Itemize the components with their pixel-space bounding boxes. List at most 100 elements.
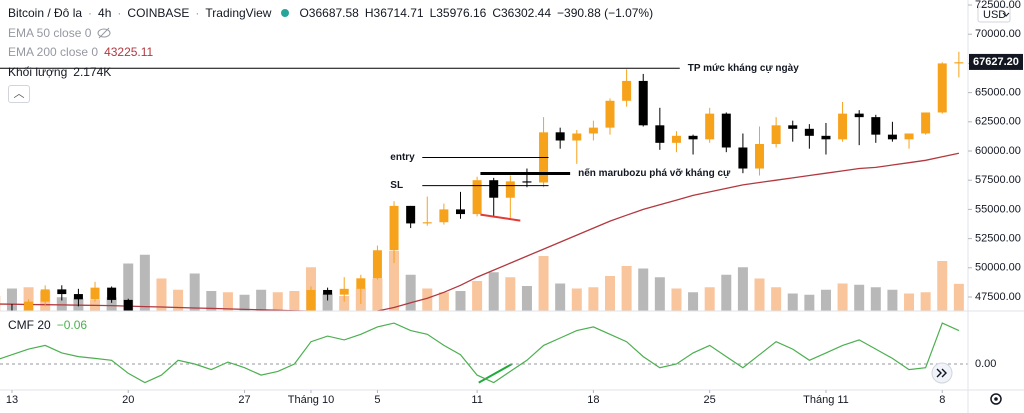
candle-body xyxy=(290,340,299,367)
scroll-circle[interactable] xyxy=(931,362,953,384)
candle-body xyxy=(389,205,399,251)
cmf-name[interactable]: CMF 20 xyxy=(8,318,51,332)
candle-body xyxy=(356,278,366,289)
candle-body xyxy=(190,327,199,352)
y-tick-label: 47500.00 xyxy=(975,291,1021,303)
volume-bar xyxy=(405,274,416,311)
volume-bar xyxy=(804,294,815,311)
cmf-pane xyxy=(0,322,968,384)
candle-body xyxy=(854,113,864,118)
currency[interactable]: USD xyxy=(983,9,1006,21)
candle-body xyxy=(24,301,34,311)
candle-body xyxy=(788,125,798,129)
last-price-label: 67627.20 xyxy=(973,56,1019,68)
volume-bar xyxy=(505,277,516,311)
cmf-legend: CMF 20 −0.06 xyxy=(8,318,87,332)
candle-body xyxy=(688,135,698,140)
x-tick-label: 13 xyxy=(6,394,18,406)
volume-bar xyxy=(272,292,283,311)
ohlc-open: O36687.58 xyxy=(299,6,359,20)
currency-button[interactable]: USD xyxy=(977,6,1011,23)
y-tick-label: 55000.00 xyxy=(975,203,1021,215)
candle-body xyxy=(339,288,349,295)
volume-bar xyxy=(754,278,765,311)
candle-body xyxy=(705,113,715,140)
last-price-tag xyxy=(969,53,1023,70)
gear-icon[interactable] xyxy=(990,393,1002,405)
ohlc-close: C36302.44 xyxy=(492,6,552,20)
volume-bar xyxy=(156,278,167,311)
candle-body xyxy=(887,134,897,140)
scroll-button[interactable] xyxy=(931,362,953,384)
trend-line xyxy=(480,213,521,222)
volume-bar xyxy=(887,289,898,311)
annotation-label: nến marubozu phá vỡ kháng cự xyxy=(578,167,731,179)
hidden-eye-icon[interactable] xyxy=(97,27,111,39)
candle-body xyxy=(655,125,665,143)
volume-bar xyxy=(438,292,449,311)
cmf-value: −0.06 xyxy=(56,318,88,332)
volume-bar xyxy=(173,289,184,311)
y-tick-label: 50000.00 xyxy=(975,262,1021,274)
volume-bar xyxy=(488,272,499,311)
x-tick-label: 11 xyxy=(471,394,482,406)
candle-body xyxy=(921,112,931,134)
volume-bar xyxy=(422,288,433,311)
y-tick-label: 70000.00 xyxy=(975,28,1021,40)
candle-body xyxy=(306,289,316,311)
volume-bar xyxy=(472,281,483,311)
candle-body xyxy=(671,135,681,143)
volume-bar xyxy=(771,287,782,311)
candle-body xyxy=(107,287,117,300)
volume-bar xyxy=(372,278,383,311)
candle-body xyxy=(73,294,83,300)
x-tick-label: Tháng 10 xyxy=(288,394,334,406)
candle-body xyxy=(738,147,748,169)
interval: 4h xyxy=(98,6,112,20)
candle-body xyxy=(804,128,814,136)
annotation-label: entry xyxy=(390,152,415,163)
ema200-legend: EMA 200 close 0 43225.11 xyxy=(8,45,153,59)
volume-bar xyxy=(123,263,134,311)
volume-bar xyxy=(571,288,582,311)
volume-bar xyxy=(56,297,67,311)
candle-body xyxy=(638,80,648,126)
collapse-button[interactable]: ︿ xyxy=(8,85,30,103)
volume-name[interactable]: Khối lượng xyxy=(8,65,68,79)
candle-body xyxy=(123,299,133,311)
volume-bar xyxy=(189,273,200,311)
x-tick-label: 5 xyxy=(374,394,380,406)
candle-body xyxy=(505,181,515,198)
volume-value: 2.174K xyxy=(73,65,112,79)
volume-bar xyxy=(6,288,17,311)
candle-body xyxy=(937,63,947,113)
currency-box[interactable] xyxy=(977,6,1011,23)
volume-bar xyxy=(538,256,549,311)
candle-body xyxy=(838,113,848,140)
y-tick-label: 60000.00 xyxy=(975,145,1021,157)
candle-body xyxy=(240,347,249,359)
volume-bar xyxy=(904,293,915,311)
y-tick-label: 72500.00 xyxy=(975,0,1021,11)
settings-button[interactable] xyxy=(990,393,1002,405)
volume-bar xyxy=(920,292,931,311)
volume-bar xyxy=(339,296,350,311)
volume-bar xyxy=(654,277,665,311)
ema50-name[interactable]: EMA 50 close 0 xyxy=(8,26,92,40)
y-tick-label: 65000.00 xyxy=(975,87,1021,99)
symbol[interactable]: Bitcoin / Đô la xyxy=(8,6,83,20)
candle-body xyxy=(755,143,765,169)
volume-bar xyxy=(688,292,699,311)
candle-body xyxy=(90,287,100,300)
volume-bar xyxy=(721,274,732,311)
candle-body xyxy=(588,127,598,134)
candle-body xyxy=(622,80,632,101)
volume-bar xyxy=(837,283,848,311)
volume-bar xyxy=(737,267,748,311)
caret-icon xyxy=(1002,12,1010,17)
candle-body xyxy=(489,180,499,198)
volume-bar xyxy=(937,261,948,311)
ema200-name[interactable]: EMA 200 close 0 xyxy=(8,45,99,59)
